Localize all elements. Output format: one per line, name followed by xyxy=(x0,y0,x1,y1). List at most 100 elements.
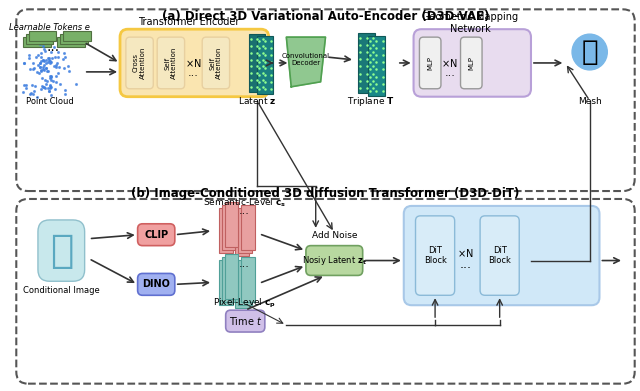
FancyBboxPatch shape xyxy=(415,216,454,295)
Point xyxy=(42,81,52,87)
Point xyxy=(52,54,63,60)
Point xyxy=(43,55,53,61)
Point xyxy=(46,92,56,99)
Point xyxy=(46,49,56,56)
Point xyxy=(35,64,45,70)
Point xyxy=(25,91,35,97)
Text: Self
Attention: Self Attention xyxy=(209,47,223,79)
FancyBboxPatch shape xyxy=(138,224,175,246)
Text: DiT
Block: DiT Block xyxy=(424,246,447,265)
Point xyxy=(45,82,55,88)
Text: 🤖: 🤖 xyxy=(50,231,73,270)
Text: $\times$N: $\times$N xyxy=(185,57,202,69)
FancyBboxPatch shape xyxy=(480,216,519,295)
Point xyxy=(50,86,60,92)
Point xyxy=(38,43,48,49)
Point xyxy=(45,59,56,66)
Point xyxy=(55,81,65,87)
FancyBboxPatch shape xyxy=(23,37,51,47)
Point xyxy=(24,55,35,61)
FancyBboxPatch shape xyxy=(219,260,232,305)
Point xyxy=(35,41,45,47)
Point xyxy=(51,79,61,85)
FancyBboxPatch shape xyxy=(419,37,441,89)
Point xyxy=(19,60,29,66)
Point xyxy=(58,56,68,62)
Text: Cross
Attention: Cross Attention xyxy=(133,47,146,79)
Point xyxy=(33,70,44,76)
Point xyxy=(25,65,35,72)
Point xyxy=(45,59,56,65)
Point xyxy=(51,73,61,79)
FancyBboxPatch shape xyxy=(157,37,184,89)
Point xyxy=(51,63,61,70)
Point xyxy=(45,75,56,81)
Text: Conditional Image: Conditional Image xyxy=(23,286,100,295)
Text: Convolutional
Decoder: Convolutional Decoder xyxy=(282,54,330,66)
Point xyxy=(60,86,70,93)
Point xyxy=(36,67,46,73)
Text: 🤖: 🤖 xyxy=(581,38,598,66)
Point xyxy=(45,73,55,79)
Point xyxy=(53,70,63,76)
FancyBboxPatch shape xyxy=(219,208,232,253)
Point xyxy=(32,93,42,100)
FancyBboxPatch shape xyxy=(225,254,239,299)
Point xyxy=(43,59,53,65)
Text: CLIP: CLIP xyxy=(144,230,168,240)
Point xyxy=(63,63,74,69)
Point xyxy=(28,65,38,72)
Point xyxy=(35,50,45,56)
Point xyxy=(37,83,47,90)
Text: Semantic-Level $\mathbf{c_s}$: Semantic-Level $\mathbf{c_s}$ xyxy=(203,197,286,209)
Point xyxy=(42,68,52,74)
Text: ...: ... xyxy=(444,68,455,78)
Point xyxy=(35,59,45,66)
FancyBboxPatch shape xyxy=(222,205,236,250)
Point xyxy=(38,56,48,63)
Point xyxy=(31,68,42,75)
Point xyxy=(49,63,59,69)
Text: ...: ... xyxy=(47,40,60,54)
FancyBboxPatch shape xyxy=(63,31,91,41)
Point xyxy=(27,81,37,88)
Point xyxy=(26,90,36,96)
Point xyxy=(40,85,50,91)
FancyBboxPatch shape xyxy=(138,273,175,295)
Point xyxy=(60,91,70,97)
Point xyxy=(42,77,52,84)
Point xyxy=(39,67,49,74)
Point xyxy=(41,65,51,71)
Text: Nosiy Latent $\mathbf{z_t}$: Nosiy Latent $\mathbf{z_t}$ xyxy=(302,254,367,267)
Text: Transformer Encoder: Transformer Encoder xyxy=(138,17,239,27)
Text: Add Noise: Add Noise xyxy=(312,231,357,240)
FancyBboxPatch shape xyxy=(404,206,600,305)
Point xyxy=(44,88,54,94)
Point xyxy=(39,45,49,52)
Point xyxy=(41,65,51,71)
FancyBboxPatch shape xyxy=(226,310,265,332)
FancyBboxPatch shape xyxy=(249,34,265,92)
FancyBboxPatch shape xyxy=(16,199,635,384)
Point xyxy=(52,59,63,66)
Point xyxy=(45,57,55,64)
Point xyxy=(40,48,51,54)
FancyBboxPatch shape xyxy=(367,36,385,96)
FancyBboxPatch shape xyxy=(239,260,252,305)
Point xyxy=(60,54,70,60)
Text: Latent $\mathbf{z}$: Latent $\mathbf{z}$ xyxy=(238,95,276,106)
FancyBboxPatch shape xyxy=(16,9,635,191)
Text: ...: ... xyxy=(239,206,250,216)
Text: $\times$N: $\times$N xyxy=(442,57,458,69)
FancyBboxPatch shape xyxy=(222,257,236,302)
FancyBboxPatch shape xyxy=(239,208,252,253)
Point xyxy=(28,91,38,97)
Point xyxy=(29,83,40,89)
FancyBboxPatch shape xyxy=(358,33,376,93)
FancyBboxPatch shape xyxy=(202,37,230,89)
Point xyxy=(44,57,54,63)
Point xyxy=(39,84,49,90)
Text: Point Cloud: Point Cloud xyxy=(26,97,74,106)
Text: (b) Image-Conditioned 3D diffusion Transformer (D3D-DiT): (b) Image-Conditioned 3D diffusion Trans… xyxy=(131,187,520,199)
FancyBboxPatch shape xyxy=(236,212,249,256)
